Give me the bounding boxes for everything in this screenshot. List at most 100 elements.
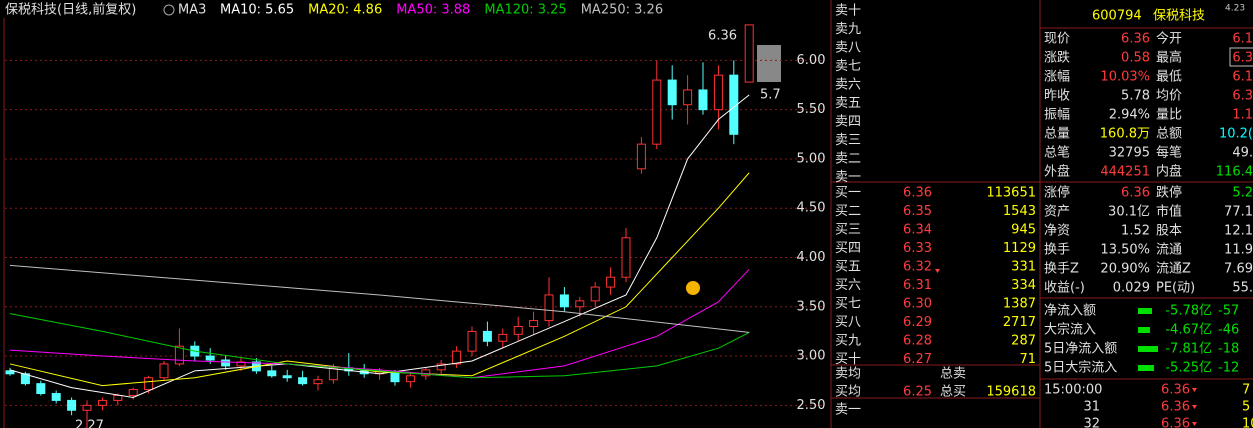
flow-pct: -46 — [1218, 323, 1239, 338]
quote-value: 116.4 — [1216, 165, 1253, 180]
buy-price: 6.31 — [903, 278, 932, 293]
candle-body — [621, 237, 631, 278]
footer-value: 159618 — [986, 385, 1036, 400]
quote-value: 5.78 — [1121, 89, 1150, 104]
buy-price: 6.33 — [903, 241, 932, 256]
tick-time: 15:00:00 — [1044, 383, 1102, 398]
flow-value: -7.81亿 — [1165, 342, 1212, 357]
quote-label: 最低 — [1156, 70, 1182, 85]
tick-volume: 5 — [1242, 400, 1250, 415]
tick-price: 6.36 — [1161, 400, 1190, 415]
candle-body — [51, 393, 61, 401]
buy-volume: 331 — [1011, 260, 1036, 275]
quote-value: 55. — [1232, 281, 1253, 296]
candle-body — [729, 74, 739, 135]
quote-value: 0.58 — [1121, 51, 1150, 66]
candle-body — [606, 276, 616, 288]
buy-price: 6.29 — [903, 315, 932, 330]
buy-label: 买十 — [835, 352, 861, 367]
flow-bar — [1138, 346, 1158, 352]
candle-body — [482, 330, 492, 342]
flow-value: -4.67亿 — [1165, 323, 1212, 338]
settings-icon[interactable] — [163, 4, 175, 16]
legend-entry: MA50: 3.88 — [396, 3, 470, 18]
quote-value: 0.029 — [1113, 281, 1150, 296]
quote-value: 6.1 — [1232, 32, 1253, 47]
y-tick-label: 4.00 — [797, 250, 826, 265]
quote-value: 13.50% — [1100, 243, 1150, 258]
quote-label: 均价 — [1156, 89, 1182, 104]
quote-value: 6.3 — [1232, 51, 1253, 66]
tick-time: 31 — [1083, 400, 1100, 415]
quote-value: 20.90% — [1100, 262, 1150, 277]
stock-name: 保税科技 — [1153, 9, 1205, 24]
y-tick-label: 5.50 — [797, 102, 826, 117]
candle-body — [667, 79, 677, 106]
quote-value: 6.1 — [1232, 70, 1253, 85]
quote-value: 5.2 — [1232, 186, 1253, 201]
candle-body — [452, 350, 462, 365]
buy-label: 买六 — [835, 278, 861, 293]
candle-body — [144, 377, 154, 391]
candle-body — [590, 286, 600, 302]
price-annotation: 5.7 — [760, 88, 781, 103]
buy-price: 6.36 — [903, 186, 932, 201]
sell-label: 卖四 — [835, 115, 861, 130]
candle-body — [390, 371, 400, 383]
legend-entry: MA20: 4.86 — [308, 3, 382, 18]
sell-label: 卖五 — [835, 96, 861, 111]
quote-label: 总笔 — [1044, 145, 1070, 161]
quote-label: 总量 — [1044, 127, 1070, 142]
stock-tag: 4.23 — [1225, 4, 1245, 14]
quote-label: 市值 — [1156, 204, 1182, 220]
flow-bar — [1138, 327, 1150, 333]
flow-value: -5.78亿 — [1165, 304, 1212, 319]
sell-label: 卖十 — [835, 4, 861, 19]
quote-label: 最高 — [1156, 50, 1182, 66]
y-tick-label: 2.50 — [797, 398, 826, 413]
buy-volume: 113651 — [986, 186, 1036, 201]
y-tick-label: 3.50 — [797, 299, 826, 314]
buy-label: 买三 — [835, 223, 861, 238]
flow-label: 5日大宗流入 — [1044, 360, 1117, 376]
quote-value: 7.69 — [1224, 262, 1253, 277]
footer-label: 买均 — [835, 385, 861, 400]
quote-label: 外盘 — [1044, 164, 1070, 180]
high-annotation: 6.36 — [708, 29, 737, 44]
candle-body — [421, 369, 431, 377]
candle-body — [436, 363, 446, 371]
buy-volume: 1129 — [1003, 241, 1036, 256]
buy-volume: 945 — [1011, 223, 1036, 238]
quote-label: 流通Z — [1156, 262, 1191, 277]
low-annotation: 2.27 — [75, 419, 104, 428]
legend-entry: MA120: 3.25 — [484, 3, 566, 18]
flow-pct: -12 — [1218, 361, 1239, 376]
quote-label: 换手 — [1044, 243, 1070, 258]
quote-value: 11.9 — [1224, 243, 1253, 258]
candle-body — [113, 394, 123, 401]
sell-label: 卖二 — [835, 152, 861, 167]
quote-label: 资产 — [1044, 205, 1070, 220]
quote-value: 49. — [1232, 146, 1253, 161]
y-tick-label: 4.50 — [797, 201, 826, 216]
candle-body — [575, 300, 585, 308]
quote-label: 今开 — [1156, 31, 1182, 47]
candle-body — [67, 399, 77, 411]
down-marker — [935, 269, 940, 273]
candle-body — [159, 363, 169, 379]
ma-line — [9, 264, 750, 333]
flow-bar — [1138, 308, 1152, 314]
candle-body — [744, 24, 754, 83]
buy-label: 买一 — [835, 186, 861, 201]
candle-body — [652, 79, 662, 145]
candle-body — [205, 355, 215, 361]
quote-label: 收益(-) — [1044, 281, 1085, 296]
buy-volume: 334 — [1011, 278, 1036, 293]
flow-pct: -18 — [1218, 342, 1239, 357]
tick-price: 6.36 — [1161, 417, 1190, 428]
y-tick-label: 3.00 — [797, 349, 826, 364]
candle-body — [544, 294, 554, 322]
legend-entry: MA10: 5.65 — [220, 3, 294, 18]
buy-price: 6.34 — [903, 223, 932, 238]
ma-line — [9, 172, 750, 387]
